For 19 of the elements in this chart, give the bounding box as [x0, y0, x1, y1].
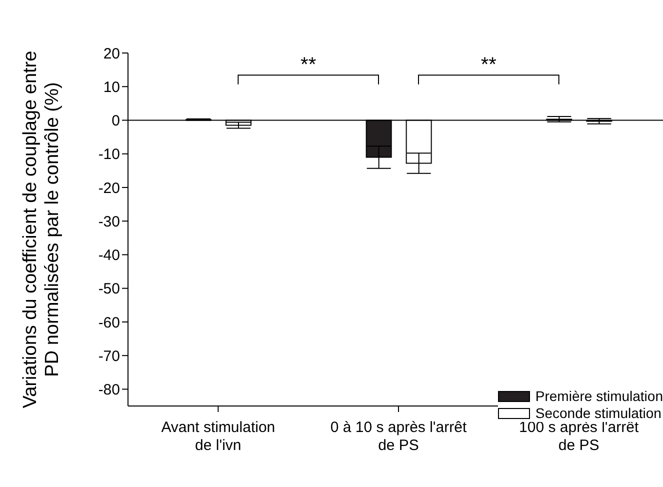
legend-label: Première stimulation	[534, 388, 663, 405]
y-tick-label: -70	[98, 348, 120, 365]
y-tick-label: -60	[98, 314, 120, 332]
annotation: **	[300, 54, 316, 76]
y-tick-label: -10	[98, 146, 120, 164]
y-tick-label: -80	[98, 382, 120, 399]
annotation: **	[480, 54, 497, 76]
x-tick-label: 0 à 10 s après l'arrêt de PS	[330, 419, 468, 454]
y-axis-title: Variations du coefficient de couplage entre PD normalisées par le contrôle (%)	[20, 50, 63, 408]
legend-label: Seconde stimulation	[534, 405, 662, 422]
x-tick-label: 100 s après l'arrêt de PS	[519, 419, 640, 454]
y-tick-label: -50	[98, 280, 120, 298]
x-tick-label: Avant stimulation de l'ivn	[161, 419, 276, 454]
y-tick-label: 20	[103, 45, 120, 62]
y-tick-label: 10	[103, 78, 120, 96]
y-tick-label: -30	[98, 213, 120, 230]
y-tick-label: -20	[98, 180, 120, 197]
y-tick-label: 0	[112, 112, 120, 130]
y-tick-label: -40	[98, 247, 120, 264]
